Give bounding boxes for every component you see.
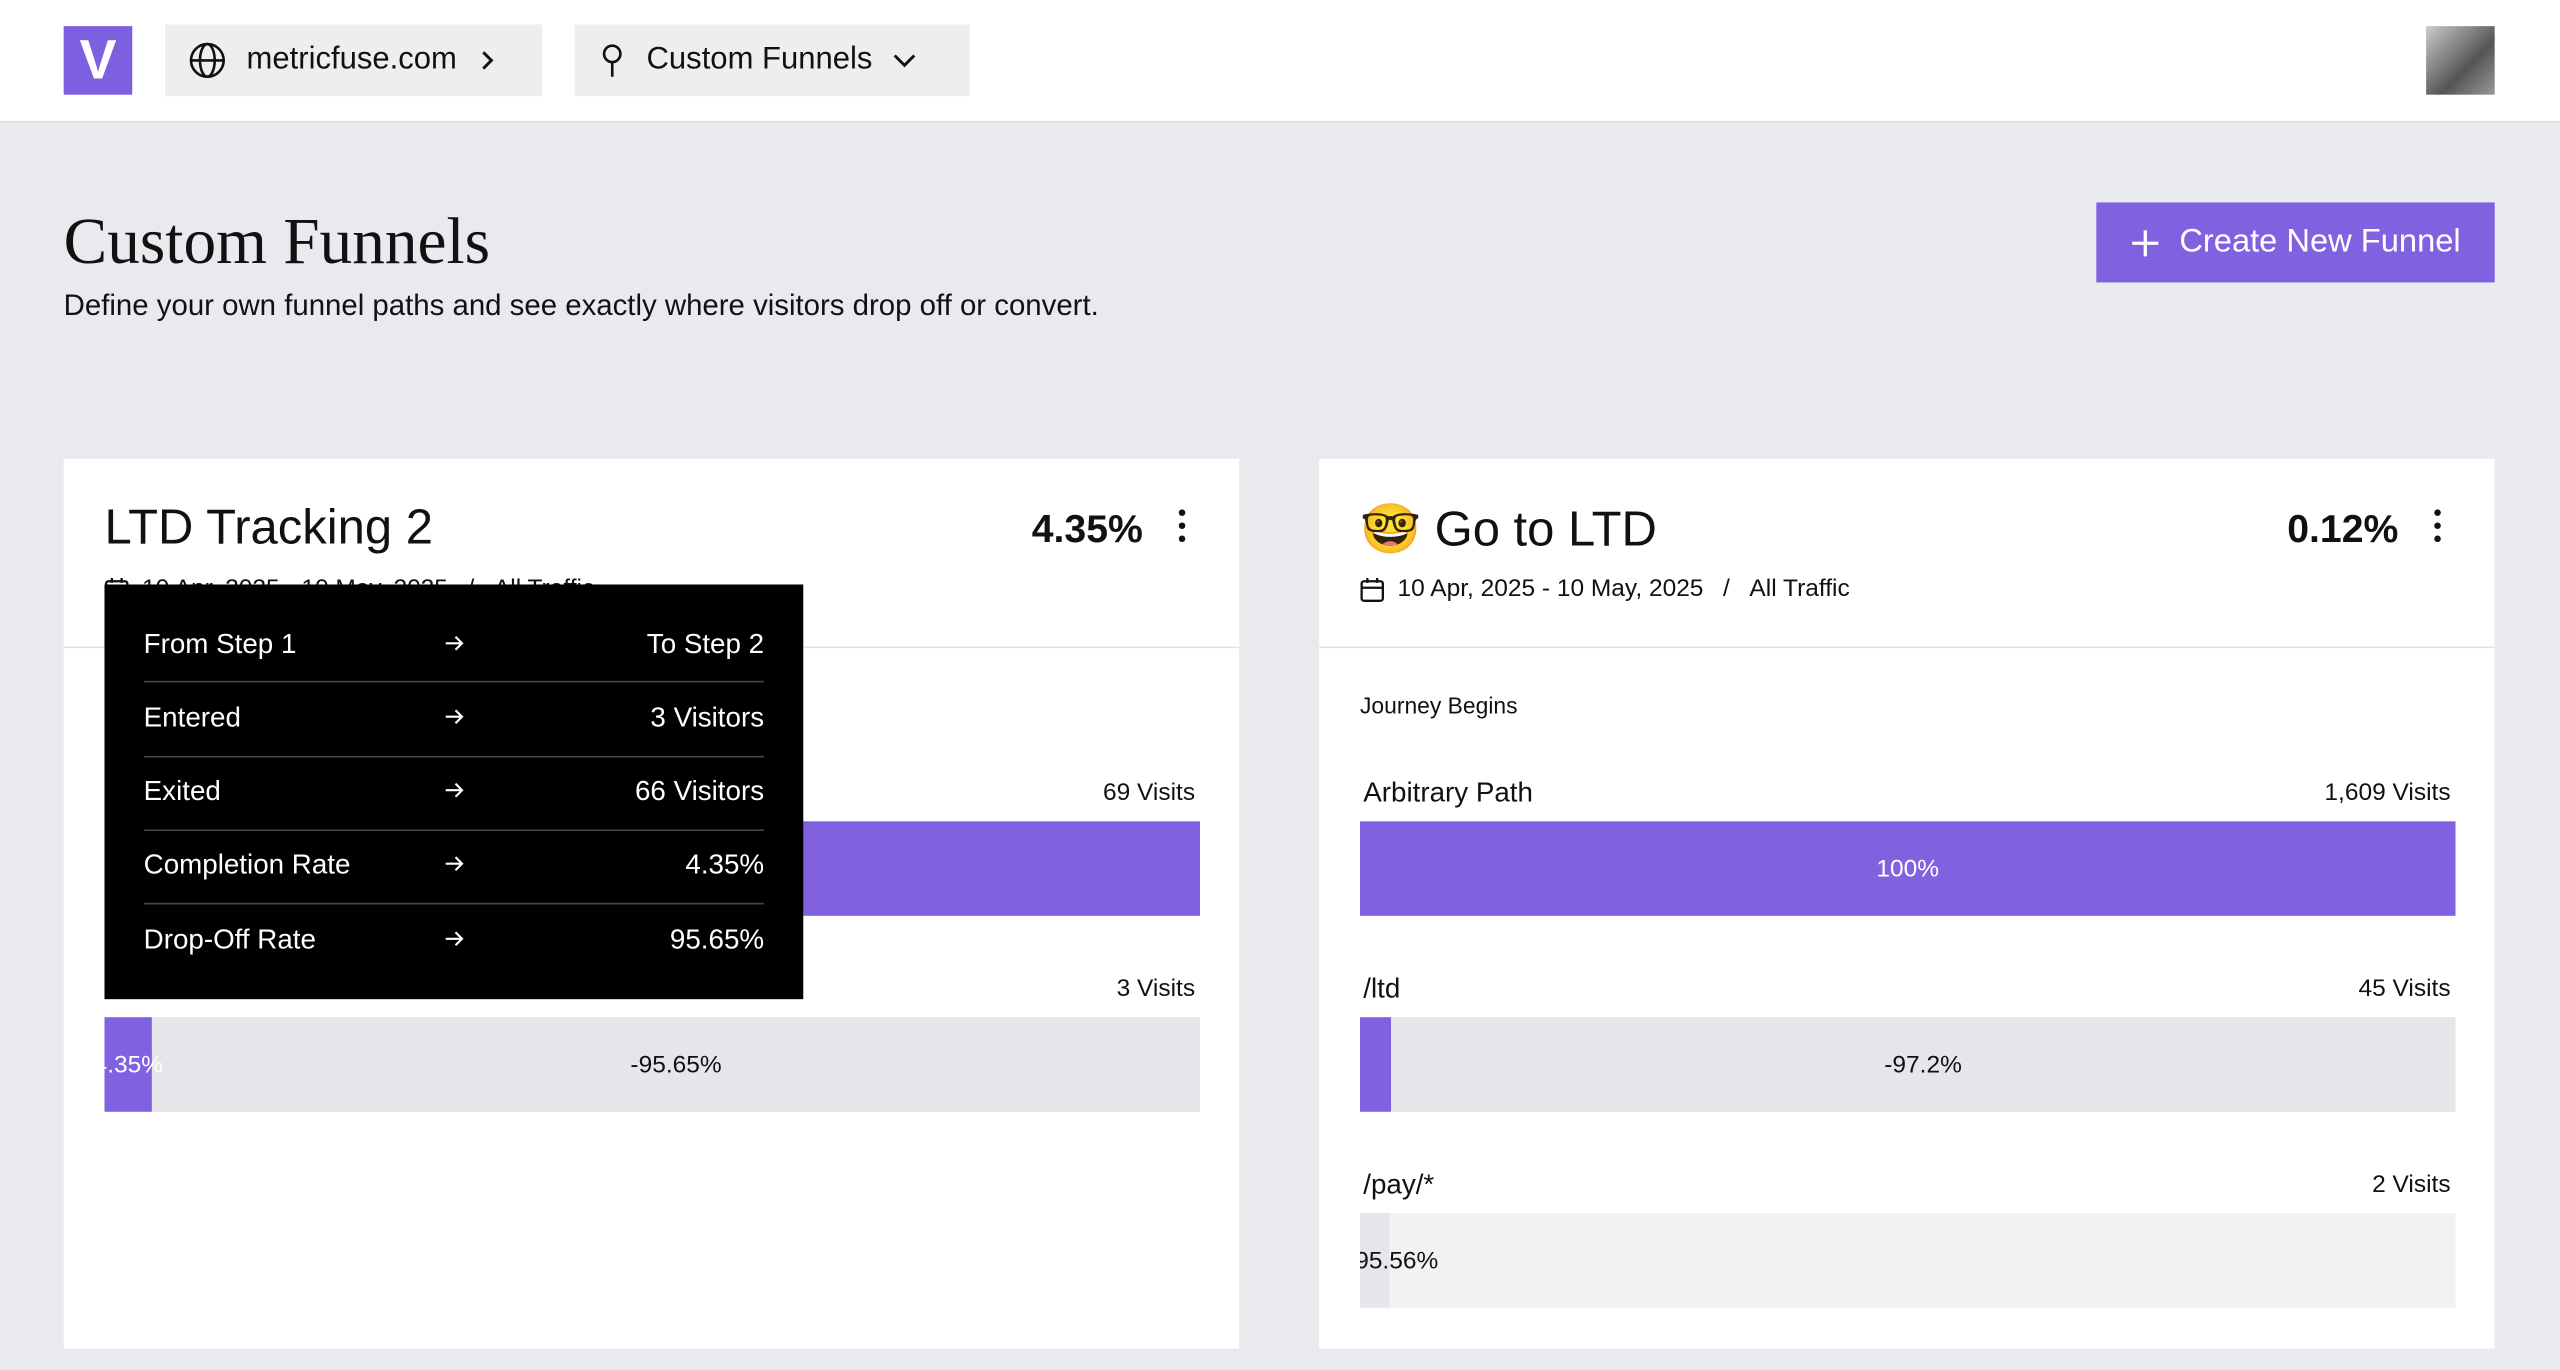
step-visits: 1,609 Visits: [2324, 778, 2451, 807]
step-visits: 3 Visits: [1116, 974, 1196, 1003]
tooltip-label: Completion Rate: [143, 849, 351, 881]
page-subtitle: Define your own funnel paths and see exa…: [63, 288, 1099, 322]
step-tooltip: From Step 1 To Step 2 Entered 3 Visitors Exi…: [104, 584, 804, 1000]
drop-off-label: -95.65%: [630, 1050, 722, 1079]
funnel-rate: 4.35%: [1031, 507, 1143, 552]
funnel-title: 🤓 Go to LTD: [1359, 502, 1657, 557]
step-bar-track: -97.2%: [1359, 1017, 2456, 1112]
pin-icon: [602, 44, 622, 77]
date-range: 10 Apr, 2025 - 10 May, 2025: [1397, 574, 1704, 603]
funnel-title: LTD Tracking 2: [104, 501, 433, 556]
drop-off-label: -97.2%: [1884, 1050, 1962, 1079]
step-name: /pay/*: [1363, 1168, 1435, 1200]
arrow-icon: [444, 702, 464, 735]
more-menu[interactable]: [2434, 509, 2441, 548]
chevron-right: [481, 51, 494, 70]
tooltip-value: To Step 2: [646, 627, 765, 659]
drop-off-label: -95.56%: [1360, 1246, 1439, 1275]
tooltip-row: Entered 3 Visitors: [144, 681, 764, 754]
tooltip-value: 3 Visitors: [650, 701, 765, 733]
funnel-date-range: 10 Apr, 2025 - 10 May, 2025 / All Traffic: [1360, 574, 1850, 603]
calendar-icon: [1360, 577, 1384, 602]
top-bar: V metricfuse.com Custom Funnels: [0, 0, 2560, 123]
arrow-icon: [444, 850, 464, 883]
funnel-card: 🤓 Go to LTD 0.12% 10 Apr, 2025 - 10 May, 2…: [1319, 458, 2495, 1349]
plus-icon: [2131, 229, 2159, 256]
divider: [1319, 646, 2495, 649]
tooltip-row: Completion Rate 4.35%: [144, 829, 764, 902]
tooltip-separator: [143, 755, 765, 757]
step-bar: [1359, 1017, 1391, 1112]
tooltip-separator: [143, 829, 765, 831]
step-bar: 4.35%: [104, 1017, 163, 1112]
step-bar: 100%: [1359, 821, 2456, 916]
step-bar: [1359, 1213, 1390, 1308]
step-name: /ltd: [1363, 973, 1401, 1005]
tooltip-label: From Step 1: [143, 627, 297, 659]
tooltip-value: 4.35%: [685, 849, 765, 881]
tooltip-row: Exited 66 Visitors: [144, 755, 764, 828]
create-funnel-label: Create New Funnel: [2179, 223, 2461, 260]
step-visits: 69 Visits: [1102, 778, 1196, 807]
create-funnel-button[interactable]: Create New Funnel: [2096, 202, 2495, 283]
page-name: Custom Funnels: [646, 42, 873, 77]
step-percentage: 4.35%: [104, 1050, 164, 1079]
tooltip-row: From Step 1 To Step 2: [144, 607, 764, 680]
arrow-icon: [444, 628, 464, 661]
tooltip-separator: [143, 681, 765, 683]
tooltip-label: Entered: [143, 701, 241, 733]
tooltip-label: Drop-Off Rate: [143, 923, 316, 955]
tooltip-value: 95.65%: [669, 923, 765, 955]
step-name: Arbitrary Path: [1363, 777, 1533, 809]
step-visits: 45 Visits: [2358, 974, 2451, 1003]
separator: /: [1723, 574, 1730, 603]
arrow-icon: [444, 924, 464, 957]
globe-icon: [189, 42, 225, 79]
journey-start: Journey Begins: [1359, 692, 1518, 719]
site-name: metricfuse.com: [246, 42, 457, 77]
tooltip-separator: [143, 903, 765, 905]
logo[interactable]: V: [63, 26, 133, 95]
page-selector[interactable]: Custom Funnels: [574, 24, 970, 97]
step-bar-track: -95.56%: [1359, 1213, 2456, 1308]
tooltip-label: Exited: [143, 775, 221, 807]
funnel-rate: 0.12%: [2287, 507, 2399, 552]
traffic-filter: All Traffic: [1749, 574, 1850, 603]
step-bar-track: 100%: [1359, 821, 2456, 916]
chevron-down: [894, 54, 916, 68]
arrow-icon: [444, 776, 464, 809]
step-percentage: 100%: [1876, 854, 1940, 883]
step-bar-track: 4.35% -95.65%: [104, 1017, 1200, 1112]
avatar[interactable]: [2426, 26, 2495, 95]
page-title: Custom Funnels: [63, 204, 491, 278]
tooltip-value: 66 Visitors: [634, 775, 765, 807]
site-selector[interactable]: metricfuse.com: [164, 24, 543, 97]
step-visits: 2 Visits: [2372, 1170, 2451, 1199]
tooltip-row: Drop-Off Rate 95.65%: [144, 903, 764, 976]
more-menu[interactable]: [1178, 509, 1186, 548]
